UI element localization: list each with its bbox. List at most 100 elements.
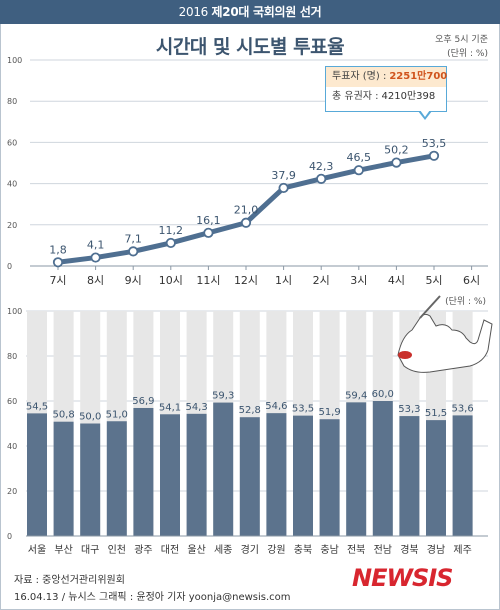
line-point (240, 217, 252, 228)
line-point (203, 227, 214, 238)
chart-title: 시간대 및 시도별 투표율 (155, 36, 345, 58)
bar-data-label: 54,1 (159, 402, 181, 413)
bar-category-label: 광주 (134, 544, 152, 556)
bar-category-label: 충북 (294, 544, 312, 556)
line-point (428, 150, 440, 161)
line-point (52, 257, 64, 268)
voters-value: 2251만700 (389, 71, 448, 82)
bar-data-label: 51,0 (106, 409, 128, 420)
line-x-tick-label: 8시 (87, 274, 104, 287)
line-x-tick-label: 3시 (350, 274, 367, 287)
bar (213, 402, 234, 536)
bar-data-label: 53,5 (292, 404, 314, 415)
header-year: 2016 (178, 5, 209, 19)
bar-data-label: 50,8 (52, 410, 74, 421)
line-x-tick-label: 5시 (425, 274, 442, 287)
line-x-tick-label: 4시 (388, 274, 405, 287)
bar (80, 423, 101, 536)
line-x-tick-label: 6시 (463, 274, 480, 287)
bar-y-tick-label: 40 (7, 442, 17, 451)
bar-category-label: 경남 (427, 543, 445, 556)
credit-text: 16.04.13 / 뉴시스 그래픽 : 윤정아 기자 yoonja@newsi… (14, 592, 291, 603)
bar (372, 401, 393, 536)
voters-callout: 투표자 (명) :2251만700 총 유권자 :4210만398 (325, 66, 447, 112)
line-data-label: 46,5 (347, 151, 372, 164)
line-data-label: 21,0 (234, 204, 259, 217)
header-bar: 2016 제20대 국회의원 선거 (0, 0, 500, 24)
line-x-tick-label: 11시 (196, 274, 220, 287)
bar-category-label: 대전 (161, 544, 179, 556)
bar-category-label: 전북 (347, 544, 365, 556)
line-point (165, 237, 176, 249)
line-y-tick-label: 0 (7, 262, 12, 271)
line-y-tick-label: 60 (7, 138, 17, 147)
line-data-label: 16,1 (196, 214, 221, 227)
bar (346, 402, 367, 536)
bar (106, 421, 127, 536)
newsis-logo: NEWSIS (352, 564, 453, 592)
line-point (316, 173, 327, 184)
bar-category-label: 강원 (267, 544, 285, 556)
bar-category-label: 부산 (54, 544, 72, 556)
line-point (90, 252, 101, 263)
bar-data-label: 54,5 (26, 401, 48, 412)
voters-label: 투표자 (명) : (332, 71, 387, 82)
bar (266, 413, 287, 536)
bar (27, 413, 47, 536)
line-chart: 0 20 40 60 80 100 7시 8시 9시 10시 11시 12시 1시 2시 3시 4시 5시 6시 1… (7, 56, 488, 287)
bar-y-tick-label: 20 (7, 487, 17, 496)
bar-category-label: 전남 (374, 544, 392, 556)
bar-chart: 0 20 40 60 80 100 54,5 서울 50,8 부산 50,0 대구 51,0 인천 56,9… (7, 307, 488, 556)
bar-category-label: 세종 (214, 544, 232, 556)
bar (239, 417, 260, 536)
line-point (128, 246, 139, 257)
header-election: 제20대 국회의원 선거 (211, 5, 322, 19)
bar-data-label: 51,9 (318, 407, 340, 418)
bar (452, 415, 473, 536)
line-point (353, 165, 364, 176)
bar-category-label: 인천 (108, 544, 126, 556)
bar-data-label: 53,6 (451, 403, 473, 414)
line-x-tick-label: 2시 (313, 274, 330, 287)
bar-category-label: 충남 (320, 544, 338, 556)
total-voters-label: 총 유권자 : (332, 91, 379, 102)
line-y-tick-label: 40 (7, 180, 17, 189)
line-x-tick-label: 9시 (125, 274, 142, 287)
bar-data-label: 53,3 (398, 404, 420, 415)
bar-data-label: 54,6 (265, 401, 287, 412)
bar (399, 416, 420, 536)
bar (53, 421, 74, 536)
line-data-label: 4,1 (87, 239, 105, 252)
line-data-label: 37,9 (271, 169, 296, 182)
bar-category-label: 제주 (453, 544, 471, 556)
bar-category-label: 경기 (241, 543, 259, 556)
bar-category-label: 경북 (400, 543, 418, 556)
line-data-label: 42,3 (309, 160, 334, 173)
bar-category-label: 대구 (81, 544, 99, 556)
unit-label-bottom: (단위 : %) (445, 297, 486, 307)
bar-data-label: 59,3 (212, 391, 234, 402)
bar-category-label: 울산 (187, 544, 205, 556)
bar-y-tick-label: 100 (7, 307, 22, 316)
line-x-tick-label: 10시 (159, 274, 183, 287)
bar (426, 420, 446, 536)
bar (133, 407, 154, 536)
ink-stamp-icon (398, 351, 412, 359)
bar-data-label: 60,0 (372, 389, 394, 400)
bar-data-label: 59,4 (345, 390, 367, 401)
line-data-label: 1,8 (49, 243, 67, 256)
bar-data-label: 56,9 (132, 396, 154, 407)
line-data-label: 50,2 (384, 144, 409, 157)
bar-y-tick-label: 0 (7, 532, 12, 541)
line-data-label: 53,5 (422, 137, 447, 150)
bar-y-tick-label: 60 (7, 397, 17, 406)
pen-hand-illustration (397, 295, 493, 373)
bar-data-label: 52,8 (239, 405, 261, 416)
total-voters-value: 4210만398 (381, 91, 436, 102)
line-data-label: 11,2 (159, 224, 184, 237)
line-y-tick-label: 20 (7, 221, 17, 230)
line-point (278, 182, 289, 194)
pen-icon (419, 295, 441, 319)
line-y-tick-label: 80 (7, 97, 17, 106)
